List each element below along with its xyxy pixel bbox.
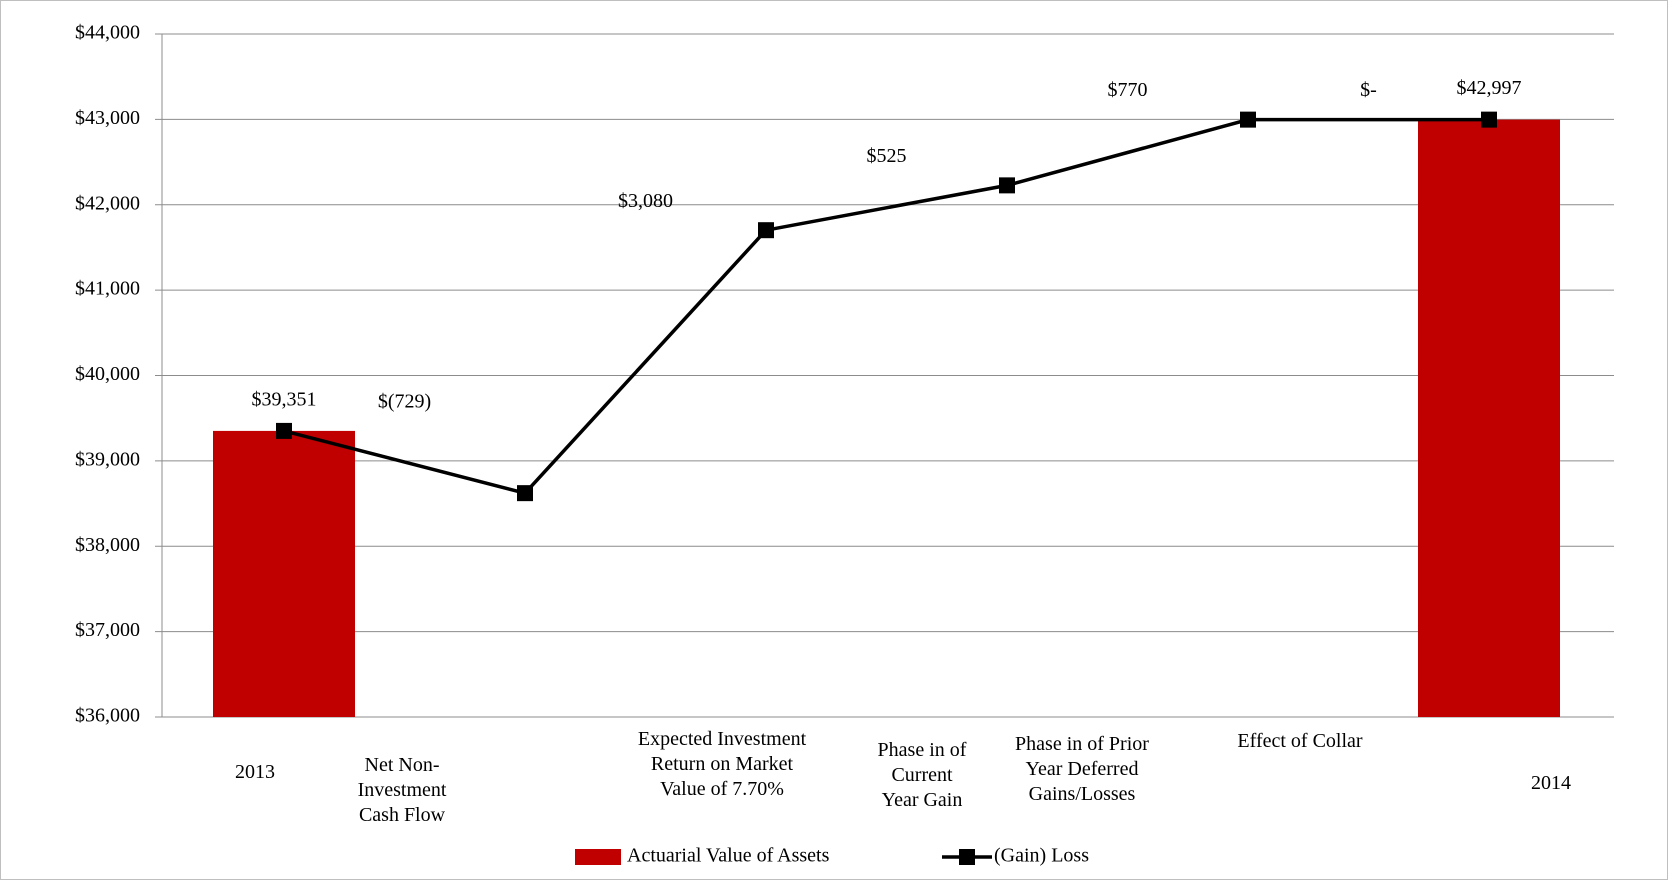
x-tick-label-line: Year Deferred <box>1026 758 1139 780</box>
x-tick-label-line: Current <box>891 764 953 786</box>
x-tick-label: 2013 <box>235 761 275 783</box>
x-tick-label-line: 2014 <box>1531 772 1571 794</box>
line-marker <box>1481 111 1497 128</box>
x-tick-label-line: Phase in of Prior <box>1015 733 1149 755</box>
x-tick-label-line: Phase in of <box>878 739 967 761</box>
data-label: $39,351 <box>252 389 317 411</box>
legend-marker <box>959 849 975 865</box>
x-tick-label: Phase in of Current Year Gain <box>878 739 967 811</box>
y-tick-label: $43,000 <box>75 107 140 129</box>
bar <box>213 430 355 717</box>
line-marker <box>758 222 774 239</box>
x-tick-label: 2014 <box>1531 772 1571 794</box>
x-tick-label-line: Effect of Collar <box>1237 730 1362 752</box>
x-tick-label-line: Investment <box>358 779 447 801</box>
legend-label: Actuarial Value of Assets <box>627 845 830 867</box>
legend-label: (Gain) Loss <box>994 845 1089 867</box>
data-label: $42,997 <box>1457 77 1522 99</box>
x-tick-label-line: Expected Investment <box>638 728 807 750</box>
data-label: $770 <box>1108 79 1148 101</box>
x-tick-label-line: 2013 <box>235 761 275 783</box>
line <box>283 117 1489 496</box>
x-tick-label: Expected Investment Return on Market Value… <box>638 728 807 800</box>
x-tick-label-line: Year Gain <box>882 789 963 811</box>
y-tick-label: $39,000 <box>75 448 140 470</box>
line-marker <box>276 422 292 439</box>
y-tick-label: $44,000 <box>75 22 140 44</box>
x-tick-label: Effect of Collar <box>1237 730 1362 752</box>
x-tick-label-line: Return on Market <box>651 753 794 775</box>
data-label: $- <box>1360 79 1377 101</box>
y-tick-label: $36,000 <box>75 705 140 727</box>
x-tick-label: Net Non- Investment Cash Flow <box>358 754 447 826</box>
y-tick-label: $41,000 <box>75 278 140 300</box>
x-tick-label-line: Value of 7.70% <box>660 778 784 800</box>
legend-swatch <box>575 849 621 865</box>
data-label: $3,080 <box>618 190 673 212</box>
data-label: $(729) <box>378 391 431 413</box>
bar <box>1418 119 1560 718</box>
y-tick-label: $42,000 <box>75 192 140 214</box>
x-tick-label-line: Cash Flow <box>359 804 446 826</box>
x-tick-label: Phase in of Prior Year Deferred Gains/Loss… <box>1015 733 1149 805</box>
line-marker <box>517 485 533 502</box>
x-tick-label-line: Gains/Losses <box>1029 783 1136 805</box>
data-label: $525 <box>867 145 907 167</box>
x-tick-label-line: Net Non- <box>365 754 440 776</box>
y-tick-label: $40,000 <box>75 363 140 385</box>
line-marker <box>999 177 1015 194</box>
line-marker <box>1240 111 1256 128</box>
y-tick-label: $37,000 <box>75 619 140 641</box>
y-tick-label: $38,000 <box>75 534 140 556</box>
